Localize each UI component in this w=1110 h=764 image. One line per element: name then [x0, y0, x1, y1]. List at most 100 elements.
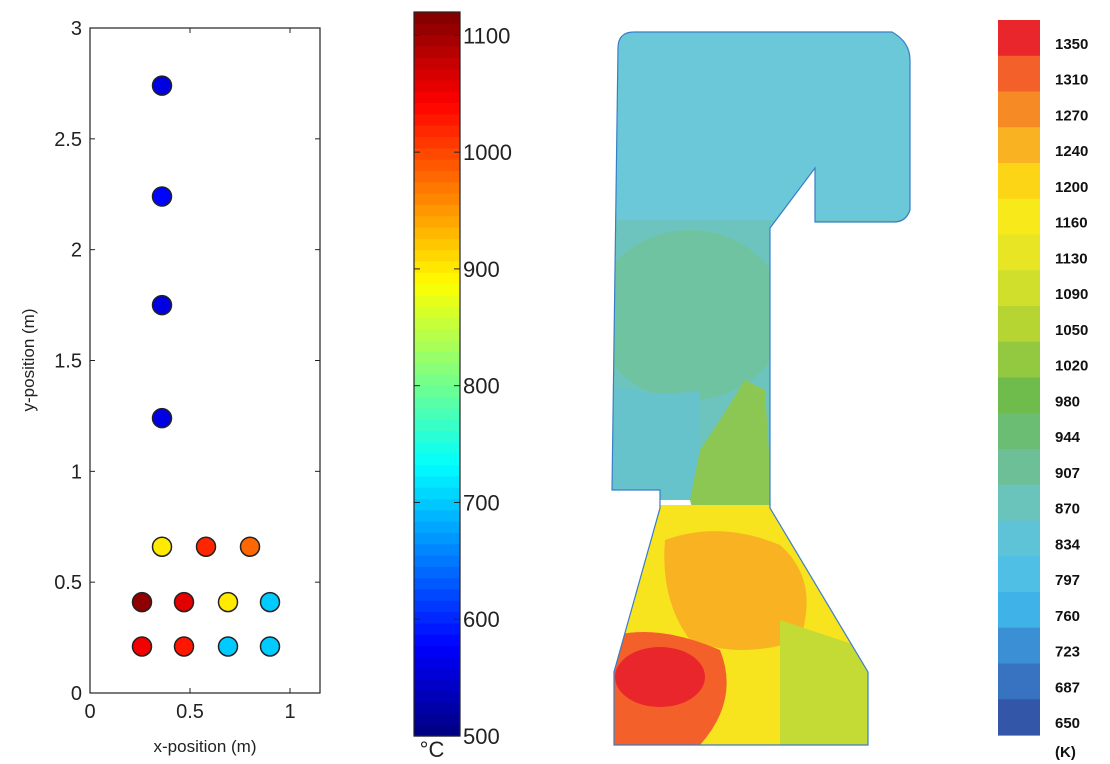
colorbar-step	[414, 283, 460, 296]
colorbar-step	[414, 690, 460, 703]
colorbar-step	[414, 362, 460, 375]
colorbar-step	[414, 509, 460, 522]
colorbar-step	[414, 532, 460, 545]
colorbar-step	[414, 170, 460, 183]
legend-level-label: 797	[1055, 572, 1080, 589]
legend-level-label: 907	[1055, 465, 1080, 482]
x-tick-label: 0.5	[176, 701, 204, 723]
colorbar-ticks: 500 600 700 800 900 1000 1100	[414, 23, 512, 749]
scatter-panel: 0 0.5 1 1.5 2 2.5 3 0 0.5 1 x-position (m) y-posi…	[19, 18, 321, 756]
scatter-point	[259, 591, 281, 613]
scatter-point	[173, 591, 195, 613]
colorbar-step	[414, 23, 460, 36]
kelvin-legend: 1350 1310 1270 1240 1200 1160 1130 1090 1050 1020…	[998, 20, 1088, 761]
colorbar-step	[414, 724, 460, 737]
legend-level-label: 650	[1055, 715, 1080, 732]
colorbar-step	[414, 204, 460, 217]
scatter-point	[151, 294, 173, 316]
colorbar-step	[414, 600, 460, 613]
colorbar-step	[414, 147, 460, 160]
legend-level-label: 870	[1055, 501, 1080, 518]
colorbar-tick-label: 1000	[463, 140, 512, 165]
contour-region-hopper-lime	[780, 620, 870, 745]
contour-region-upper	[612, 32, 910, 230]
colorbar-step	[414, 79, 460, 92]
contour-region-green-plume	[690, 380, 775, 540]
colorbar-step	[414, 555, 460, 567]
colorbar-step	[414, 475, 460, 488]
scatter-point	[239, 536, 261, 557]
legend-swatch	[998, 627, 1040, 665]
colorbar-step	[414, 396, 460, 409]
legend-swatch	[998, 520, 1040, 557]
colorbar-step	[414, 181, 460, 194]
colorbar-step	[414, 317, 460, 330]
scatter-plot-area	[89, 27, 321, 694]
legend-swatch	[998, 484, 1040, 522]
legend-swatch	[998, 699, 1040, 736]
colorbar-step	[414, 656, 460, 669]
colorbar-step	[414, 57, 460, 70]
colorbar-tick-label: 900	[463, 257, 500, 282]
contour-region-cool-left	[612, 380, 700, 500]
colorbar-step	[414, 351, 460, 364]
legend-swatch	[998, 663, 1040, 700]
colorbar-step	[414, 125, 460, 138]
legend-level-label: 834	[1055, 536, 1081, 553]
scatter-point	[151, 536, 173, 557]
legend-level-label: 1200	[1055, 179, 1088, 196]
legend-level-label: 1090	[1055, 286, 1088, 303]
colorbar-step	[414, 159, 460, 171]
scatter-point	[131, 591, 153, 613]
scatter-point	[131, 636, 153, 657]
scatter-point	[151, 75, 173, 96]
legend-level-label: 1240	[1055, 143, 1088, 160]
colorbar-step	[414, 453, 460, 466]
contour-region-hottest	[615, 647, 705, 707]
colorbar-tick-label: 500	[463, 724, 500, 749]
colorbar-step	[414, 328, 460, 341]
y-tick-label: 2	[71, 240, 82, 262]
colorbar-step	[414, 102, 460, 115]
colorbar-step	[414, 645, 460, 658]
legend-swatch	[998, 55, 1040, 93]
colorbar-step	[414, 679, 460, 692]
colorbar-step	[414, 385, 460, 398]
legend-swatch	[998, 449, 1040, 486]
colorbar-step	[414, 634, 460, 647]
scatter-points	[131, 75, 281, 657]
boiler-outline	[611, 31, 911, 746]
colorbar-step	[414, 577, 460, 590]
legend-unit: (K)	[1055, 744, 1076, 761]
colorbar-step	[414, 668, 460, 681]
legend-level-label: 944	[1055, 429, 1081, 446]
colorbar-step	[414, 215, 460, 228]
colorbar-step	[414, 306, 460, 319]
y-tick-label: 3	[71, 18, 82, 40]
colorbar-step	[414, 68, 460, 81]
colorbar-tick-label: 800	[463, 374, 500, 399]
colorbar-step	[414, 113, 460, 126]
legend-level-label: 1350	[1055, 36, 1088, 53]
legend-labels: 1350 1310 1270 1240 1200 1160 1130 1090 1050 1020…	[1055, 36, 1088, 732]
legend-level-label: 1270	[1055, 107, 1088, 124]
scatter-point	[217, 636, 239, 657]
x-tick-label: 1	[284, 701, 295, 723]
boiler-contour	[612, 32, 910, 745]
colorbar-step	[414, 713, 460, 726]
y-tick-label: 0.5	[54, 572, 82, 594]
legend-level-label: 1050	[1055, 322, 1088, 339]
legend-swatch	[998, 163, 1040, 200]
scatter-point	[151, 407, 173, 429]
colorbar-step	[414, 12, 460, 24]
legend-level-label: 687	[1055, 679, 1080, 696]
legend-swatch	[998, 270, 1040, 307]
colorbar-step	[414, 407, 460, 420]
colorbar-step	[414, 374, 460, 386]
legend-swatch	[998, 556, 1040, 593]
legend-swatch	[998, 234, 1040, 271]
colorbar-step	[414, 45, 460, 58]
y-tick-label: 0	[71, 683, 82, 705]
colorbar-step	[414, 521, 460, 533]
scatter-point	[217, 591, 239, 613]
